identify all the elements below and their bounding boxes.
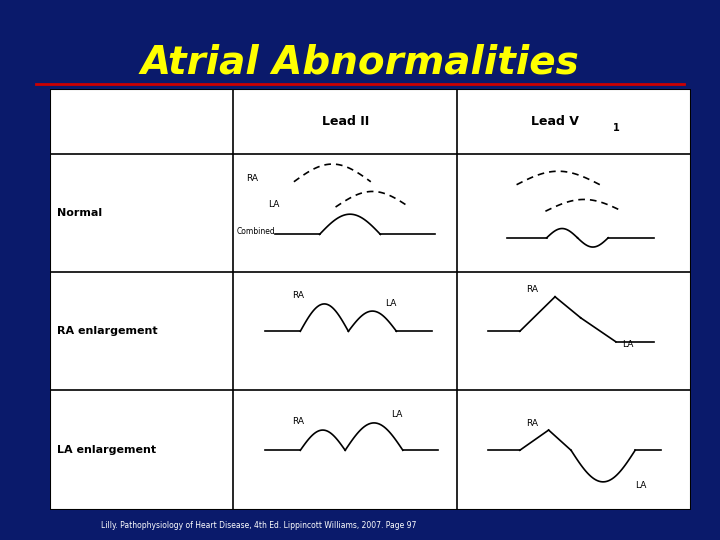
Text: 1: 1: [613, 123, 619, 133]
Text: Normal: Normal: [57, 208, 102, 218]
Text: Atrial Abnormalities: Atrial Abnormalities: [140, 43, 580, 81]
Text: Lead II: Lead II: [322, 115, 369, 128]
Text: Lilly. Pathophysiology of Heart Disease, 4th Ed. Lippincott Williams, 2007. Page: Lilly. Pathophysiology of Heart Disease,…: [101, 521, 416, 530]
Text: LA: LA: [269, 200, 279, 209]
Text: Lead V: Lead V: [531, 115, 579, 128]
Text: RA: RA: [292, 292, 304, 300]
Text: LA: LA: [391, 410, 402, 420]
Text: Combined: Combined: [236, 227, 275, 237]
Text: RA enlargement: RA enlargement: [57, 326, 158, 336]
Text: RA: RA: [526, 285, 538, 294]
Text: RA: RA: [526, 419, 538, 428]
Text: LA enlargement: LA enlargement: [57, 446, 156, 455]
Text: LA: LA: [622, 340, 634, 349]
Text: LA: LA: [385, 299, 396, 308]
Text: LA: LA: [635, 481, 647, 490]
Text: RA: RA: [292, 417, 304, 426]
Text: RA: RA: [246, 173, 258, 183]
